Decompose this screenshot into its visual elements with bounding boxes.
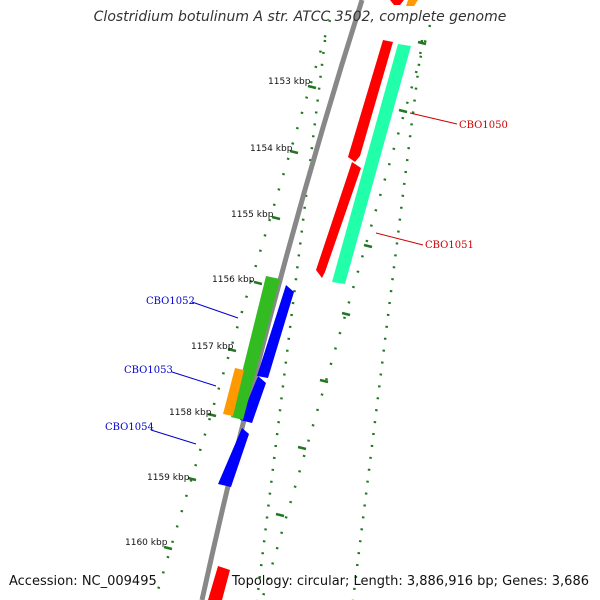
genome-backbone [199,0,365,600]
tick-label-1159: 1159 kbp [147,473,190,483]
gene-cbo1053-arrow [240,376,266,423]
genome-title: Clostridium botulinum A str. ATCC 3502, … [93,9,507,25]
cds-reverse-bar [231,276,280,420]
leader-cbo1053 [171,371,217,387]
gene-label-cbo1050: CBO1050 [459,120,508,131]
tick-label-1154: 1154 kbp [250,144,293,154]
top-partial-orf [406,0,418,6]
gene-cbo1050-arrow [348,40,393,162]
tick-label-1153: 1153 kbp [268,77,311,87]
tick-label-1158: 1158 kbp [169,408,212,418]
gene-label-cbo1051: CBO1051 [425,240,474,251]
tick-label-1155: 1155 kbp [231,210,274,220]
leader-cbo1050 [409,112,458,125]
top-partial-gene [390,0,404,5]
gene-label-cbo1053: CBO1053 [124,365,173,376]
leader-cbo1054 [150,429,197,445]
cds-forward-bar [332,44,411,284]
gene-cbo1052-arrow [257,285,294,378]
leader-cbo1052 [191,301,239,319]
gene-label-cbo1052: CBO1052 [146,296,195,307]
gene-cbo1051-arrow [316,162,361,278]
tick-label-1160: 1160 kbp [125,538,168,548]
gene-label-cbo1054: CBO1054 [105,422,154,433]
kbp-tick-marks [163,40,427,551]
tick-label-1157: 1157 kbp [191,342,234,352]
tick-label-1156: 1156 kbp [212,275,255,285]
orf-reverse-bar [223,368,244,416]
bottom-partial-gene [208,566,230,600]
leader-cbo1051 [375,232,424,246]
left-dotted-ring [153,19,332,600]
accession-text: Accession: NC_009495 [9,574,157,589]
genome-summary-text: Topology: circular; Length: 3,886,916 bp… [231,574,589,589]
gene-cbo1054-arrow [218,428,249,487]
